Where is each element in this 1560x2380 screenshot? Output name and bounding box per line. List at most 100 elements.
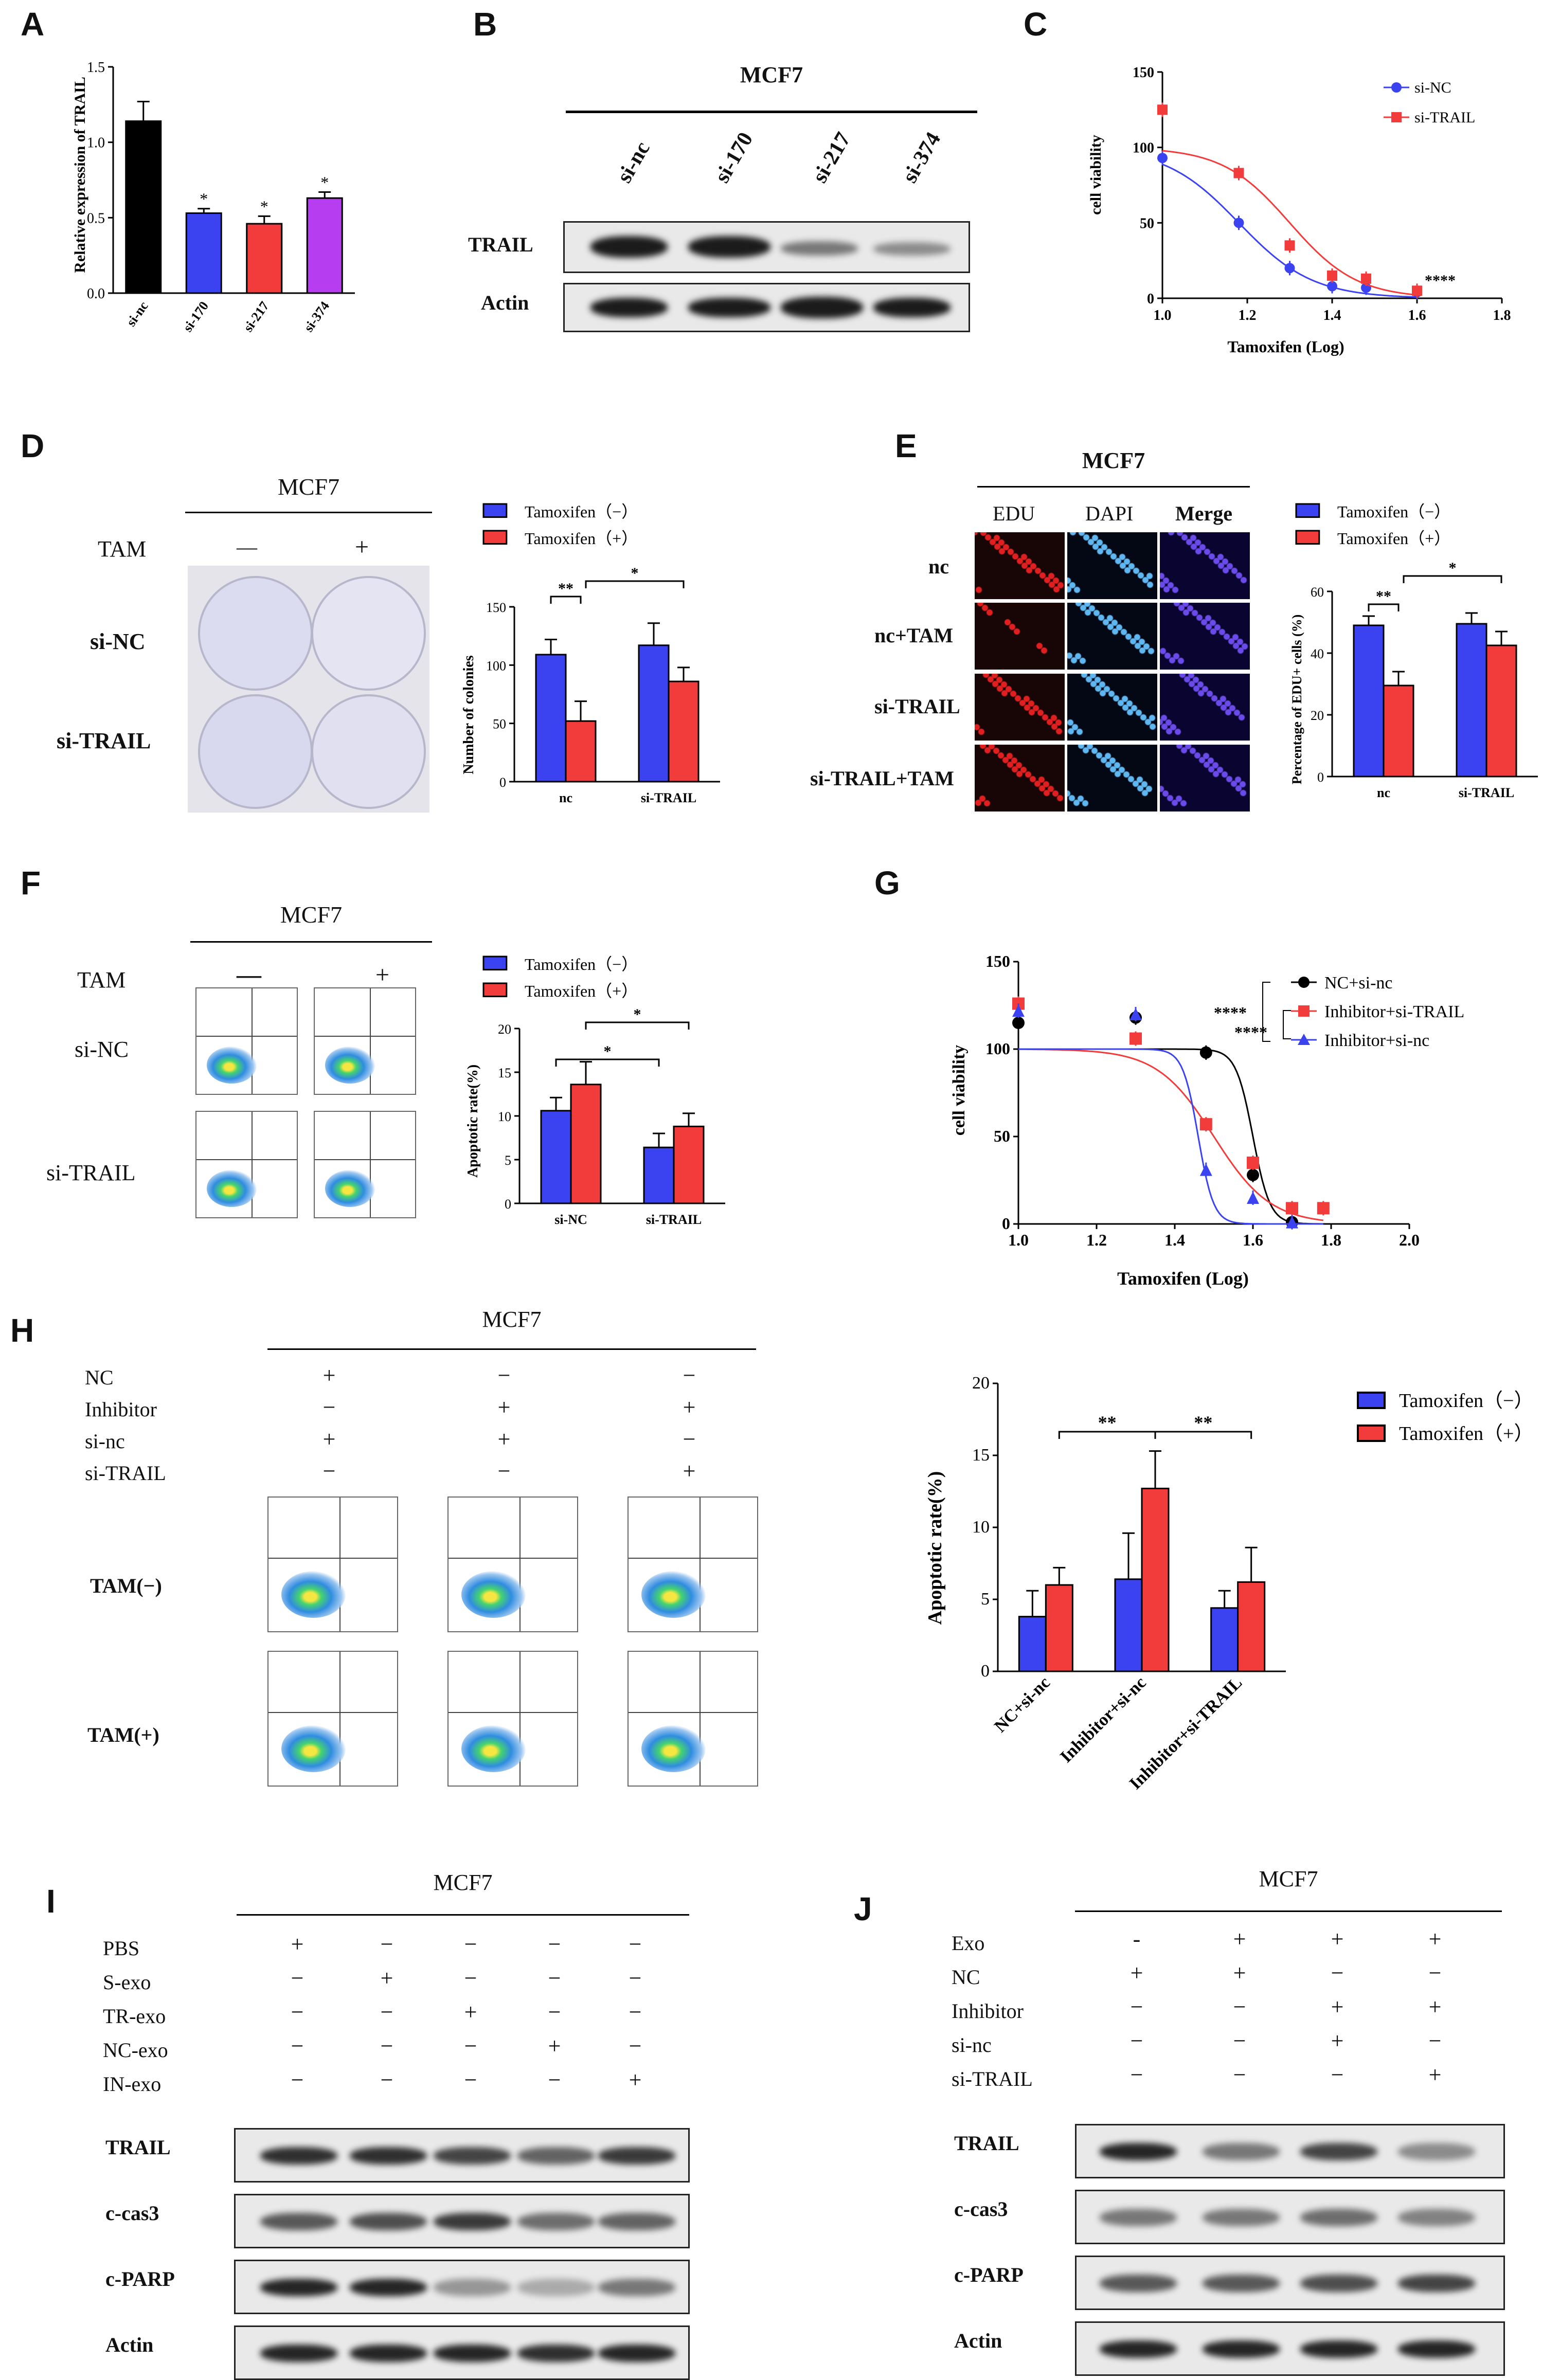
- bar: [185, 212, 222, 294]
- data-point: [1327, 271, 1337, 281]
- blot-i-condition-sign: −: [629, 2033, 642, 2059]
- blot-j-condition-sign: +: [1428, 1994, 1442, 2020]
- blot-i-condition-sign: +: [629, 2067, 642, 2093]
- blot-j-condition-sign: −: [1331, 2062, 1344, 2087]
- bar: [673, 1125, 705, 1204]
- legend-marker: [1298, 1005, 1310, 1017]
- blot-b-row-trail: TRAIL: [468, 233, 533, 256]
- flow-h-row-tamminus: TAM(−): [90, 1574, 162, 1597]
- blot-i-condition-sign: −: [464, 1932, 477, 1957]
- blot-i-condition-label: NC-exo: [103, 2039, 168, 2062]
- flow-h-title-line: [267, 1348, 756, 1350]
- blot-i-condition-sign: −: [548, 2067, 561, 2093]
- chart-a-plot: 0.0 0.5 1.0 1.5 si-nc si-170 si-217 si-374 * * *: [87, 60, 355, 335]
- y-tick-label: 50: [493, 717, 506, 732]
- y-tick-label: 0: [1002, 1214, 1010, 1233]
- y-tick-label: 150: [486, 600, 506, 615]
- edu-e-image-tile: [975, 532, 1065, 599]
- chart-f-ylabel: Apoptotic rate(%): [465, 1065, 481, 1178]
- flow-h-condition-sign: +: [683, 1458, 696, 1484]
- x-tick-label: si-TRAIL: [1459, 785, 1514, 800]
- blot-i-condition-sign: −: [291, 1966, 304, 1991]
- sig-label: **: [1098, 1412, 1117, 1433]
- blot-i-condition-sign: −: [548, 1999, 561, 2025]
- data-point: [1157, 153, 1168, 164]
- edu-e-row-nctam: nc+TAM: [874, 624, 954, 647]
- chart-c-xlabel: Tamoxifen (Log): [1227, 337, 1344, 356]
- blot-b-row-actin: Actin: [481, 291, 529, 314]
- y-tick-label: 50: [1140, 215, 1154, 231]
- edu-e-image-tile: [1160, 745, 1250, 812]
- data-point: [1412, 285, 1422, 296]
- sig-bracket: [1262, 982, 1270, 1042]
- panel-label-b: B: [473, 6, 497, 43]
- blot-j-condition-sign: −: [1233, 1994, 1246, 2020]
- bar: [1114, 1578, 1143, 1672]
- blot-j-condition-label: NC: [952, 1966, 980, 1989]
- blot-i-blot-label: c-PARP: [105, 2267, 175, 2291]
- legend-marker: [1298, 977, 1310, 988]
- blot-b-title-line: [566, 111, 977, 113]
- blot-j-blot-strip: [1075, 2321, 1505, 2376]
- flow-h-condition-sign: +: [497, 1427, 511, 1452]
- legend-swatch-red: [482, 982, 508, 998]
- legend-marker: [1298, 1034, 1310, 1045]
- y-tick-label: 0: [1317, 770, 1324, 785]
- y-tick-label: 15: [498, 1066, 511, 1080]
- blot-j-condition-sign: −: [1233, 2028, 1246, 2053]
- sig-label: *: [1449, 560, 1457, 576]
- x-tick-label: si-374: [301, 299, 332, 335]
- flow-h-condition-sign: +: [322, 1427, 336, 1452]
- flow-cytometry-plot: [195, 1111, 298, 1218]
- edu-e-row-nc: nc: [928, 555, 949, 578]
- blot-i-condition-sign: −: [291, 1999, 304, 2025]
- data-point: [1286, 1202, 1298, 1215]
- sig-label: **: [558, 580, 573, 597]
- chart-c-ylabel: cell viability: [1087, 135, 1104, 215]
- y-tick-label: 10: [498, 1109, 511, 1124]
- fit-curve: [1162, 150, 1418, 296]
- x-tick-label: nc: [1377, 785, 1390, 800]
- x-tick-label: 1.4: [1323, 308, 1341, 323]
- blot-i-condition-label: IN-exo: [103, 2072, 162, 2096]
- chart-d-legend-2: Tamoxifen（+）: [525, 529, 638, 548]
- sig-bracket: [1154, 1431, 1252, 1439]
- blot-i-blot-label: TRAIL: [105, 2136, 171, 2159]
- data-point: [1012, 1017, 1025, 1029]
- data-point: [1247, 1157, 1259, 1169]
- x-tick-label: si-NC: [554, 1212, 587, 1227]
- colony-dish-4: [311, 694, 426, 809]
- legend-swatch-red: [1295, 530, 1320, 545]
- blot-i-condition-sign: +: [548, 2033, 561, 2059]
- blot-i-condition-sign: +: [380, 1966, 393, 1991]
- edu-e-title-line: [977, 486, 1250, 488]
- blot-i-condition-label: TR-exo: [103, 2005, 166, 2028]
- sig-label: **: [1194, 1412, 1212, 1433]
- blot-i-condition-sign: −: [629, 1966, 642, 1991]
- x-tick-label: 1.8: [1493, 308, 1511, 323]
- sig-label: *: [631, 565, 639, 582]
- y-tick-label: 0: [1147, 291, 1154, 307]
- sig-label: *: [604, 1043, 612, 1060]
- blot-j-condition-sign: −: [1130, 2062, 1143, 2087]
- sig-bracket: [1403, 575, 1502, 583]
- blot-j-condition-sign: +: [1331, 1994, 1344, 2020]
- y-tick-label: 100: [985, 1039, 1010, 1058]
- y-tick-label: 100: [486, 658, 506, 673]
- colony-dish-2: [311, 576, 426, 691]
- y-tick-label: 20: [498, 1022, 511, 1037]
- blot-i-blot-strip: [234, 2128, 690, 2183]
- blot-j-blot-label: c-PARP: [954, 2263, 1024, 2286]
- chart-f-legend-1: Tamoxifen（−）: [525, 955, 638, 973]
- blot-j-condition-sign: +: [1331, 2028, 1344, 2053]
- chart-f: 0 5 10 15 20 si-NC si-TRAIL * * Apoptotic rate(%…: [465, 955, 725, 1227]
- chart-g-sig-1: ****: [1214, 1003, 1247, 1022]
- blot-b-lane-label: si-374: [898, 128, 946, 187]
- flow-cytometry-plot: [627, 1496, 758, 1632]
- chart-c: 0 50 100 150 1.0 1.2 1.4 1.6 1.8 si-NC si-TRAIL ce…: [1087, 65, 1511, 356]
- flow-f-tam-plus: +: [375, 961, 390, 988]
- panel-label-g: G: [874, 864, 900, 901]
